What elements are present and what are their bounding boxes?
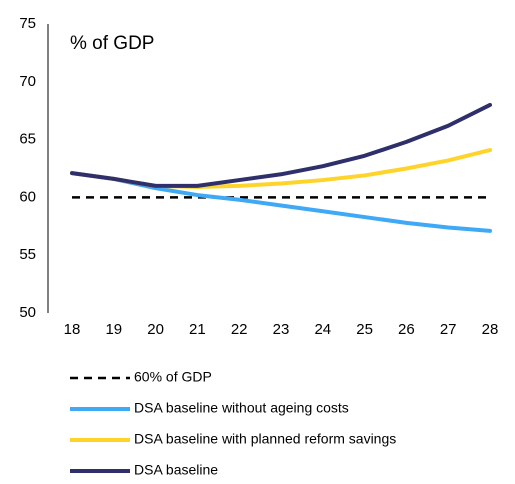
y-tick-label: 75: [19, 15, 36, 32]
legend: 60% of GDP DSA baseline without ageing co…: [70, 369, 396, 478]
legend-label: DSA baseline with planned reform savings: [134, 431, 396, 447]
x-tick-label: 20: [147, 321, 164, 338]
x-tick-label: 19: [105, 321, 122, 338]
legend-label: DSA baseline without ageing costs: [134, 400, 349, 416]
x-tick-label: 27: [440, 321, 457, 338]
x-tick-label: 22: [231, 321, 248, 338]
x-tick-label: 24: [314, 321, 331, 338]
x-tick-label: 25: [356, 321, 373, 338]
y-tick-label: 70: [19, 73, 36, 90]
y-tick-label: 55: [19, 246, 36, 263]
x-tick-label: 21: [189, 321, 206, 338]
legend-label: 60% of GDP: [134, 369, 212, 385]
series-line: [70, 102, 492, 188]
x-tick-label: 26: [398, 321, 415, 338]
x-tick-label: 18: [64, 321, 81, 338]
y-tick-label: 65: [19, 131, 36, 148]
y-tick-label: 50: [19, 304, 36, 321]
x-tick-label: 23: [273, 321, 290, 338]
annotation: % of GDP: [70, 33, 154, 54]
legend-label: DSA baseline: [134, 462, 218, 478]
x-tick-label: 28: [482, 321, 499, 338]
y-tick-label: 60: [19, 188, 36, 205]
